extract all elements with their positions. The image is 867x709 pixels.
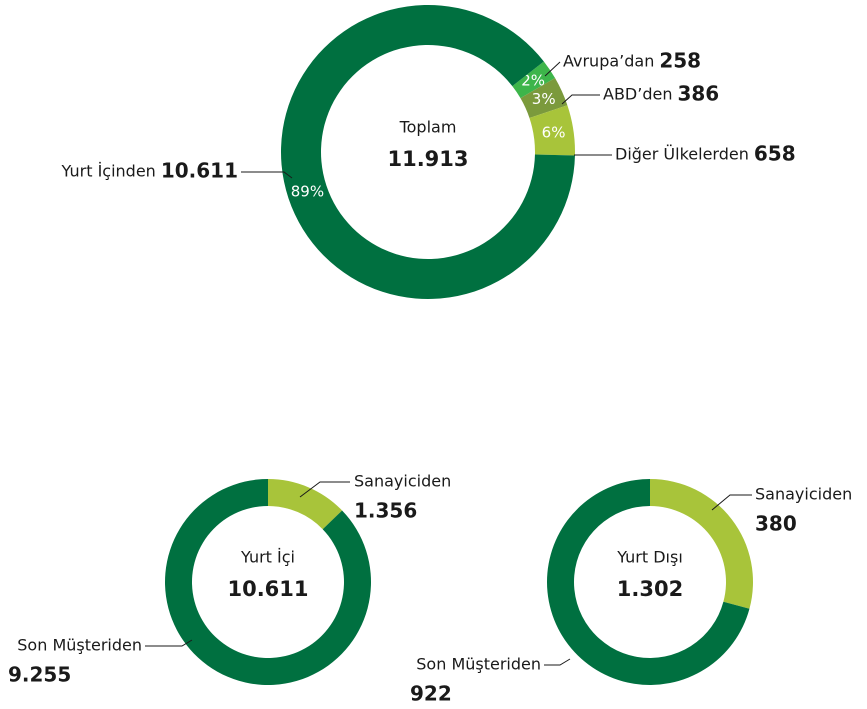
slice-name: Avrupa’dan [563, 52, 654, 71]
slice-name: Son Müşteriden [17, 636, 142, 655]
percent-label: 3% [532, 90, 556, 108]
center-title: Yurt Dışı [616, 548, 683, 567]
leader-line [299, 481, 350, 498]
value-label: 258 [659, 49, 701, 73]
leader-line [711, 494, 752, 511]
slice-name: Son Müşteriden [416, 655, 541, 674]
leader-line [241, 171, 293, 179]
leader-line [561, 94, 600, 105]
value-label: 9.255 [8, 663, 71, 687]
center-title: Toplam [399, 118, 457, 137]
percent-label: 89% [291, 182, 324, 200]
value-label: 380 [755, 512, 797, 536]
leader-line [145, 639, 193, 647]
center-total: 1.302 [617, 577, 683, 601]
slice-name: Sanayiciden [354, 472, 451, 491]
value-label: 1.356 [354, 499, 417, 523]
value-label: 922 [410, 682, 452, 706]
donut-slice [268, 479, 343, 530]
leader-line [544, 61, 561, 77]
donut-slice [520, 78, 568, 118]
donut-slice [650, 479, 753, 609]
donut-slice [512, 61, 556, 99]
value-label: 658 [754, 142, 796, 166]
slice-name: Diğer Ülkelerden [615, 145, 749, 164]
slice-name: Yurt İçinden [61, 162, 156, 181]
donut-slice [529, 105, 575, 156]
center-total: 11.913 [387, 147, 468, 171]
center-total: 10.611 [227, 577, 308, 601]
slice-name: Sanayiciden [755, 485, 852, 504]
value-label: 386 [677, 82, 719, 106]
percent-label: 2% [521, 71, 545, 89]
value-label: 10.611 [161, 159, 238, 183]
slice-name: ABD’den [603, 85, 672, 104]
percent-label: 6% [542, 124, 566, 142]
leader-line [544, 658, 571, 666]
center-title: Yurt İçi [240, 548, 295, 567]
